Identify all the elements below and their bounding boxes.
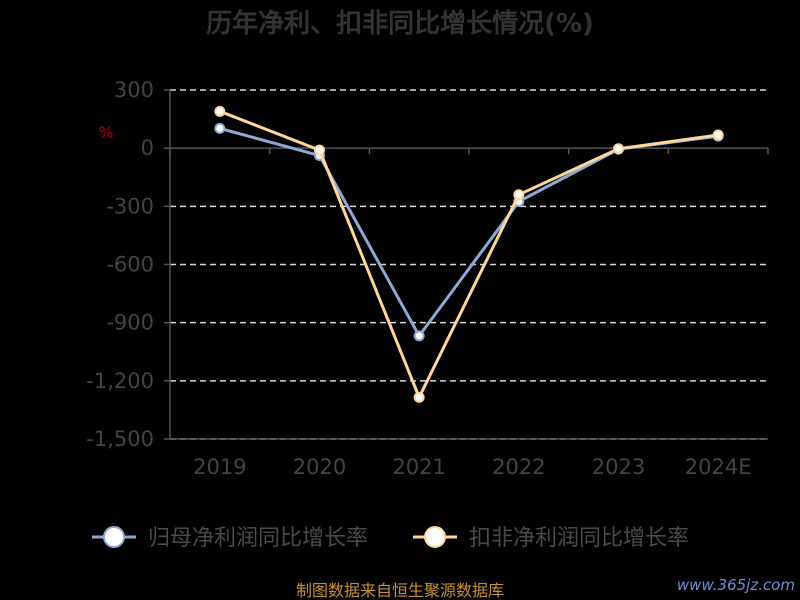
- data-point-series-2: [413, 391, 425, 403]
- data-point-series-1: [413, 330, 425, 342]
- y-tick-label: -600: [106, 253, 154, 277]
- data-point-series-2: [214, 105, 226, 117]
- y-tick-label: 300: [114, 78, 154, 102]
- data-point-series-2: [314, 144, 325, 156]
- y-tick-label: -300: [106, 194, 154, 218]
- x-tick-label: 2023: [592, 455, 645, 479]
- legend-label-2: 扣非净利润同比增长率: [469, 526, 689, 551]
- x-tick-label: 2019: [193, 455, 246, 479]
- data-point-series-2: [513, 189, 525, 201]
- data-point-series-1: [214, 122, 226, 134]
- x-tick-label: 2022: [492, 455, 545, 479]
- legend-marker-1: [103, 526, 125, 548]
- series-line-2: [219, 109, 719, 399]
- y-tick-label: 0: [141, 136, 154, 160]
- chart-title: 历年净利、扣非同比增长情况(%): [206, 8, 594, 39]
- y-tick-label: -1,200: [86, 369, 154, 393]
- watermark: www.365jz.com: [677, 576, 795, 594]
- data-source-note: 制图数据来自恒生聚源数据库: [296, 581, 504, 600]
- data-point-series-2: [712, 129, 724, 141]
- y-tick-label: -900: [106, 311, 154, 335]
- y-tick-label: -1,500: [86, 427, 154, 451]
- y-axis-unit: %: [98, 123, 113, 142]
- legend-label-1: 归母净利润同比增长率: [148, 526, 368, 551]
- legend-marker-2: [424, 526, 446, 548]
- x-tick-label: 2020: [293, 455, 346, 479]
- x-tick-label: 2021: [392, 455, 445, 479]
- data-point-series-2: [613, 143, 624, 155]
- x-tick-label: 2024E: [685, 455, 752, 479]
- series-line-1: [219, 126, 719, 338]
